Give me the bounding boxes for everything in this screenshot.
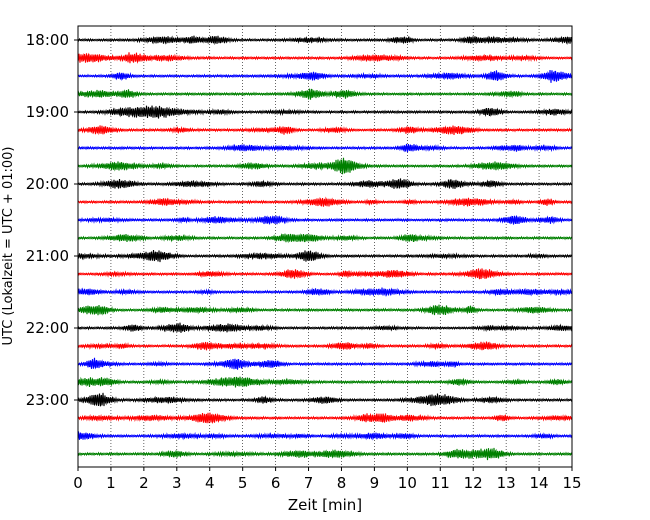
y-tick-label: 23:00 [26,391,69,409]
y-axis-ticks: 18:00 19:00 20:00 21:00 22:00 23:00 [26,31,78,409]
trace-line [77,157,573,175]
x-tick-label: 15 [562,474,581,492]
trace-line [77,341,573,352]
x-axis-label: Zeit [min] [288,496,362,514]
trace-line [77,70,573,83]
x-tick-label: 3 [172,474,182,492]
trace-line [77,178,573,190]
trace-line [77,357,573,370]
x-tick-label: 12 [464,474,483,492]
trace-line [77,268,573,280]
y-tick-label: 20:00 [26,175,69,193]
x-tick-label: 4 [205,474,215,492]
y-tick-label: 18:00 [26,31,69,49]
trace-line [77,196,573,207]
trace-line [77,249,573,263]
y-tick-label: 22:00 [26,319,69,337]
trace-line [77,88,573,100]
x-tick-label: 1 [106,474,116,492]
trace-line [77,412,573,425]
x-tick-label: 14 [530,474,549,492]
trace-line [77,125,573,136]
trace-line [77,392,573,407]
x-tick-label: 6 [271,474,281,492]
x-tick-label: 0 [73,474,83,492]
x-tick-label: 9 [370,474,380,492]
trace-line [77,447,573,461]
trace-group [77,35,573,461]
trace-line [77,35,573,46]
y-axis-label: UTC (Lokalzeit = UTC + 01:00) [1,147,16,346]
trace-line [77,431,573,441]
x-tick-label: 2 [139,474,149,492]
plot-frame [77,25,573,468]
x-axis-ticks: 0 1 2 3 4 5 6 7 8 9 10 11 12 13 14 15 [73,467,582,492]
x-tick-label: 8 [337,474,347,492]
trace-line [77,233,573,244]
x-tick-label: 11 [431,474,450,492]
y-tick-label: 21:00 [26,247,69,265]
trace-line [77,214,573,225]
x-tick-label: 5 [238,474,248,492]
trace-line [77,287,573,297]
trace-line [77,304,573,316]
trace-line [77,52,573,64]
y-tick-label: 19:00 [26,103,69,121]
x-tick-label: 10 [398,474,417,492]
trace-line [77,143,573,153]
trace-line [77,376,573,388]
trace-line [77,322,573,334]
x-tick-label: 7 [304,474,314,492]
x-tick-label: 13 [497,474,516,492]
trace-line [77,105,573,119]
